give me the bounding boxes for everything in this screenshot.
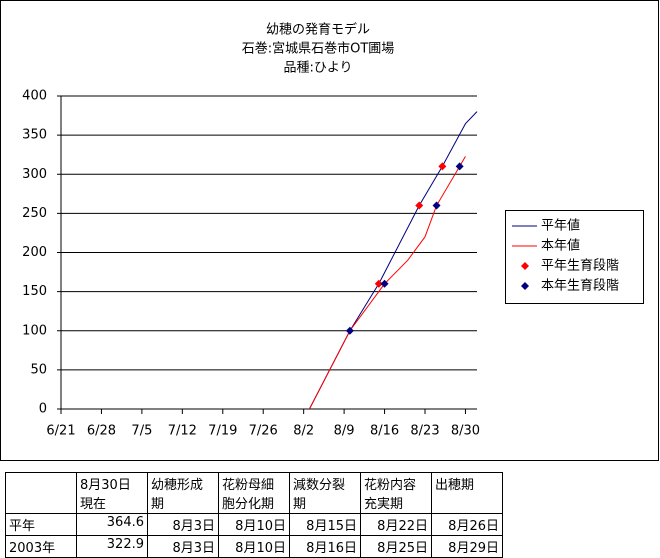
legend-swatch — [521, 262, 529, 270]
x-tick-label: 8/23 — [410, 424, 439, 439]
x-tick-label: 7/5 — [131, 424, 152, 439]
table-cell: 花粉母細 胞分化期 — [218, 472, 290, 514]
header-text: 現在 — [80, 497, 107, 512]
series-marker — [438, 162, 447, 171]
table-cell: 幼穂形成期 — [147, 472, 219, 514]
table-cell: 8月16日 — [289, 535, 361, 558]
y-tick-label: 0 — [39, 402, 47, 417]
y-tick-label: 150 — [22, 284, 47, 299]
y-tick-label: 200 — [22, 245, 47, 260]
y-tick-label: 350 — [22, 128, 47, 143]
table-cell: 8月10日 — [218, 535, 290, 558]
legend-label: 平年生育段階 — [541, 258, 619, 274]
table-cell: 花粉内容 充実期 — [360, 472, 432, 514]
table-cell: 8月3日 — [147, 535, 219, 558]
legend-swatch — [521, 282, 529, 290]
header-text: 減数分裂 — [293, 478, 346, 493]
table-header: 8月30日 現在 幼穂形成期花粉母細 胞分化期 減数分裂期花粉内容 充実期 出穂期 — [5, 472, 503, 514]
table-cell: 8月10日 — [218, 513, 290, 536]
header-text: 花粉内容 — [364, 478, 417, 493]
series-marker — [374, 279, 383, 288]
x-tick-label: 7/26 — [249, 424, 278, 439]
table-cell — [5, 472, 77, 514]
y-tick-label: 250 — [22, 206, 47, 221]
header-text: 充実期 — [364, 497, 404, 512]
y-tick-label: 50 — [30, 362, 47, 377]
chart-title: 幼穂の発育モデル — [266, 22, 370, 38]
x-tick-label: 8/16 — [370, 424, 399, 439]
header-text: 幼穂形成 — [151, 478, 204, 493]
table-cell: 322.9 — [76, 535, 148, 558]
header-text: 8月30日 — [80, 478, 131, 493]
y-tick-label: 400 — [22, 89, 47, 104]
table-cell: 8月15日 — [289, 513, 361, 536]
table-cell: 出穂期 — [431, 472, 503, 514]
header-text: 期 — [293, 497, 307, 512]
data-table: 8月30日 現在 幼穂形成期花粉母細 胞分化期 減数分裂期花粉内容 充実期 出穂期 平年 364… — [5, 472, 503, 558]
table-row: 2003年 322.9 8月3日 8月10日 8月16日 8月25日 8月29日 — [5, 535, 503, 558]
series-marker — [415, 201, 424, 210]
chart: 幼穂の発育モデル 石巻:宮城県石巻市OT圃場 品種:ひより 0 50 100 150 2… — [0, 0, 659, 461]
legend-label: 本年生育段階 — [541, 278, 619, 294]
series-line — [308, 156, 466, 410]
table-cell: 減数分裂期 — [289, 472, 361, 514]
series-marker — [345, 326, 354, 335]
header-text: 期 — [151, 497, 165, 512]
series-marker — [380, 279, 389, 288]
x-tick-label: 8/9 — [334, 424, 355, 439]
table-cell: 平年 — [5, 513, 77, 536]
header-text: 花粉母細 — [222, 478, 275, 493]
x-tick-label: 6/21 — [46, 424, 75, 439]
table-cell: 8月22日 — [360, 513, 432, 536]
table-cell: 8月3日 — [147, 513, 219, 536]
y-tick-label: 100 — [22, 323, 47, 338]
chart-title: 石巻:宮城県石巻市OT圃場 — [242, 41, 395, 57]
y-tick-label: 300 — [22, 167, 47, 182]
x-tick-label: 8/30 — [451, 424, 480, 439]
legend-label: 平年値 — [541, 218, 580, 234]
series-marker — [455, 162, 464, 171]
x-tick-label: 8/2 — [293, 424, 314, 439]
table-cell: 8月26日 — [431, 513, 503, 536]
chart-title: 品種:ひより — [283, 60, 352, 76]
series-marker — [432, 201, 441, 210]
x-tick-label: 7/19 — [208, 424, 237, 439]
table-cell: 8月30日現在 — [76, 472, 148, 514]
legend-label: 本年値 — [541, 238, 580, 254]
table-row: 平年 364.6 8月3日 8月10日 8月15日 8月22日 8月26日 — [5, 513, 503, 536]
header-text: 胞分化期 — [222, 497, 275, 512]
x-tick-label: 7/12 — [168, 424, 197, 439]
table-cell: 2003年 — [5, 535, 77, 558]
x-tick-label: 6/28 — [87, 424, 116, 439]
table-cell: 364.6 — [76, 513, 148, 536]
table-cell: 8月29日 — [431, 535, 503, 558]
table-cell: 8月25日 — [360, 535, 432, 558]
header-text: 出穂期 — [435, 478, 475, 493]
